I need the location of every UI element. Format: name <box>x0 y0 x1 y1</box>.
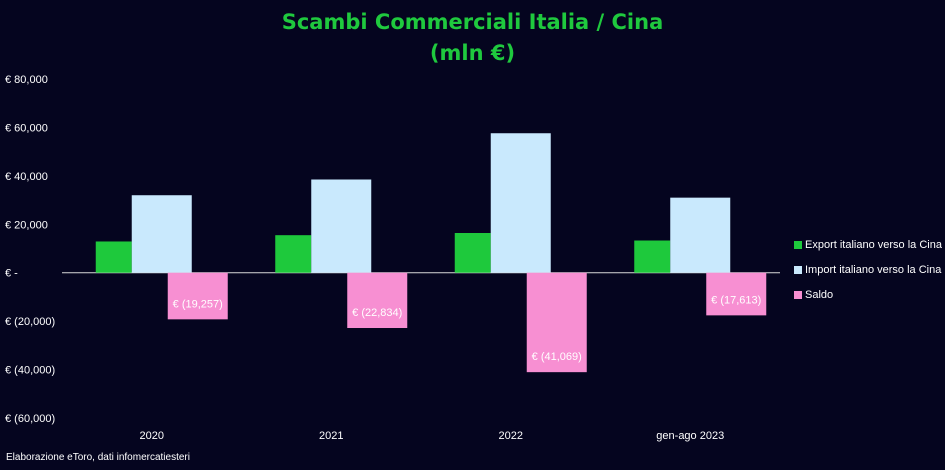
x-tick-label: 2020 <box>140 430 164 442</box>
legend-item-export: Export italiano verso la Cina <box>794 238 942 252</box>
legend-swatch-import <box>794 266 802 274</box>
source-footnote: Elaborazione eToro, dati infomercatieste… <box>6 452 190 463</box>
x-tick-label: 2022 <box>499 430 523 442</box>
legend-item-import: Import italiano verso la Cina <box>794 263 942 277</box>
y-tick-label: € 80,000 <box>5 74 48 86</box>
bar-import <box>670 197 731 273</box>
y-tick-label: € 60,000 <box>5 122 48 134</box>
chart-title: Scambi Commerciali Italia / Cina <box>281 10 664 34</box>
y-tick-label: € 20,000 <box>5 219 48 231</box>
x-tick-label: 2021 <box>319 430 343 442</box>
bar-export <box>275 235 312 273</box>
data-labels: € (19,257) € (22,834) € (41,069) € (17,613) <box>173 294 762 363</box>
data-label-saldo: € (17,613) <box>711 294 761 306</box>
bar-saldo <box>347 272 408 329</box>
legend-swatch-saldo <box>794 291 802 299</box>
bar-export <box>95 241 132 273</box>
legend-label-import: Import italiano verso la Cina <box>805 264 942 276</box>
chart-subtitle: (mln €) <box>429 41 516 65</box>
y-tick-label: € (20,000) <box>5 316 55 328</box>
bar-import <box>131 195 192 273</box>
y-tick-label: € - <box>5 268 18 280</box>
bar-import <box>311 179 372 273</box>
x-tick-label: gen-ago 2023 <box>656 430 724 442</box>
bar-import <box>490 133 551 273</box>
y-tick-label: € 40,000 <box>5 171 48 183</box>
legend: Export italiano verso la Cina Import ita… <box>794 238 942 313</box>
bar-saldo <box>706 272 767 316</box>
y-axis-labels: € 80,000 € 60,000 € 40,000 € 20,000 € - € (20… <box>5 74 55 425</box>
data-label-saldo: € (19,257) <box>173 298 223 310</box>
bars <box>95 133 767 373</box>
data-label-saldo: € (22,834) <box>352 307 402 319</box>
y-tick-label: € (40,000) <box>5 365 55 377</box>
legend-label-export: Export italiano verso la Cina <box>805 239 942 251</box>
bar-export <box>634 240 671 273</box>
legend-label-saldo: Saldo <box>805 289 834 301</box>
y-tick-label: € (60,000) <box>5 413 55 425</box>
legend-swatch-export <box>794 241 802 249</box>
data-label-saldo: € (41,069) <box>532 351 582 363</box>
bar-saldo <box>167 272 228 320</box>
legend-item-saldo: Saldo <box>794 288 942 302</box>
bar-saldo <box>526 272 587 373</box>
x-axis-labels: 2020 2021 2022 gen-ago 2023 <box>140 430 725 442</box>
bar-export <box>454 233 491 273</box>
